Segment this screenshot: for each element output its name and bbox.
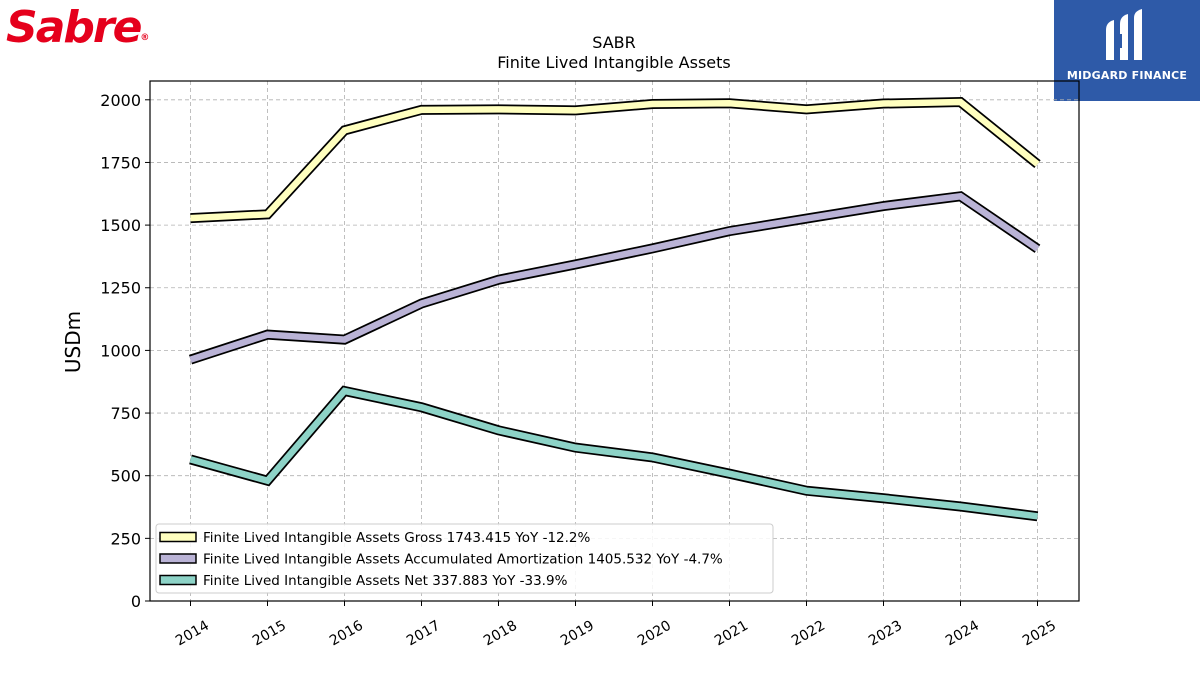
series-line xyxy=(189,192,1040,363)
legend-swatch xyxy=(159,574,197,586)
legend-swatch xyxy=(159,553,197,564)
x-tick-label: 2019 xyxy=(558,618,597,650)
x-tick-label: 2020 xyxy=(635,618,674,650)
y-tick-label: 1500 xyxy=(100,216,141,235)
x-tick-label: 2016 xyxy=(327,618,366,650)
legend-box xyxy=(155,523,774,594)
x-tick-label: 2023 xyxy=(866,618,905,650)
x-tick-label: 2015 xyxy=(250,618,289,650)
series-line xyxy=(190,98,1040,222)
series-1 xyxy=(188,191,1041,365)
x-tick-label: 2017 xyxy=(404,618,443,650)
y-tick-label: 1000 xyxy=(100,341,141,360)
legend-entry: Finite Lived Intangible Assets Gross 174… xyxy=(203,530,590,546)
midgard-finance-logo: MIDGARD FINANCE xyxy=(1054,0,1200,101)
plot-frame xyxy=(149,80,1080,602)
x-tick-label: 2018 xyxy=(481,618,520,650)
x-tick-label: 2021 xyxy=(712,618,751,650)
midgard-emblem-icon xyxy=(1106,9,1142,60)
legend-swatch xyxy=(159,531,197,543)
y-tick-label: 2000 xyxy=(100,91,141,110)
midgard-finance-label: MIDGARD FINANCE xyxy=(1066,69,1188,82)
y-tick-label: 750 xyxy=(110,404,141,423)
series-lines xyxy=(188,97,1041,522)
x-axis-ticks: 2014 2015 2016 2017 2018 2019 2020 2021 2022 2023… xyxy=(173,601,1059,649)
x-tick-label: 2024 xyxy=(943,618,982,650)
y-tick-label: 0 xyxy=(131,592,141,611)
series-2 xyxy=(189,385,1039,522)
legend-entry: Finite Lived Intangible Assets Net 337.8… xyxy=(203,573,568,589)
y-axis-label: USDm xyxy=(61,311,85,373)
y-tick-label: 500 xyxy=(110,467,141,486)
chart-title: SABR xyxy=(592,33,636,52)
legend: Finite Lived Intangible Assets Gross 174… xyxy=(155,523,774,594)
x-tick-label: 2022 xyxy=(789,618,828,650)
series-0 xyxy=(190,97,1041,224)
x-tick-label: 2025 xyxy=(1020,618,1059,650)
chart-subtitle: Finite Lived Intangible Assets xyxy=(497,53,730,72)
y-tick-label: 1750 xyxy=(100,153,141,172)
legend-entry: Finite Lived Intangible Assets Accumulat… xyxy=(203,552,723,568)
y-tick-label: 250 xyxy=(110,529,141,548)
y-tick-label: 1250 xyxy=(100,279,141,298)
x-tick-label: 2014 xyxy=(173,618,212,650)
sabre-logo: Sabre® xyxy=(6,2,150,53)
series-line xyxy=(189,387,1038,520)
y-axis-ticks: 0 250 500 750 1000 1250 1500 1750 2000 xyxy=(100,91,150,611)
